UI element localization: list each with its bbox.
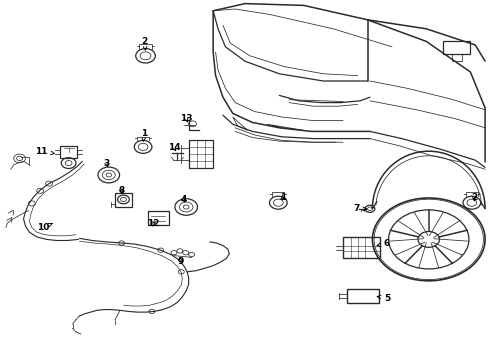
Bar — [347, 289, 378, 303]
Text: 2: 2 — [471, 193, 477, 202]
Text: 1: 1 — [142, 129, 147, 141]
Bar — [60, 146, 77, 158]
Text: 3: 3 — [104, 159, 110, 168]
Text: 2: 2 — [142, 37, 147, 50]
Text: 12: 12 — [147, 220, 159, 229]
Text: 13: 13 — [180, 114, 193, 123]
Text: 6: 6 — [377, 239, 390, 248]
Bar — [343, 237, 380, 258]
Bar — [115, 193, 132, 207]
Text: 10: 10 — [37, 223, 52, 232]
Bar — [443, 41, 470, 54]
Text: 1: 1 — [280, 193, 286, 202]
Text: 8: 8 — [119, 186, 124, 195]
Text: 7: 7 — [353, 204, 367, 213]
Bar — [189, 140, 213, 168]
Text: 9: 9 — [177, 256, 184, 266]
Text: 14: 14 — [168, 143, 180, 152]
Text: 5: 5 — [377, 294, 390, 302]
Bar — [148, 211, 169, 225]
Text: 4: 4 — [180, 195, 187, 204]
Text: 11: 11 — [35, 147, 54, 156]
